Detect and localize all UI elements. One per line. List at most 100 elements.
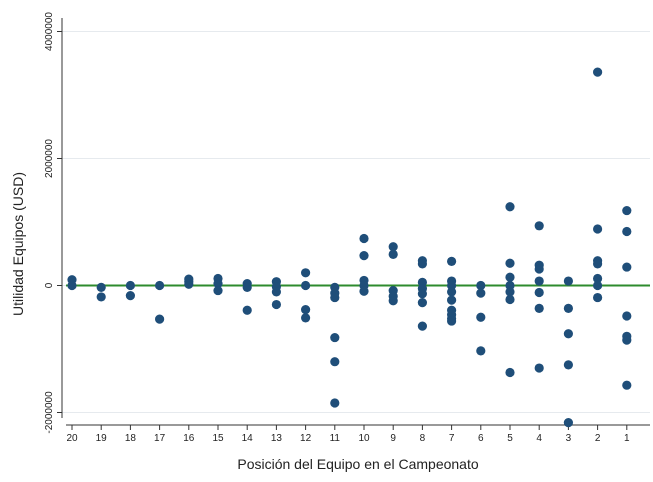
data-point xyxy=(155,314,165,324)
y-axis-title: Utilidad Equipos (USD) xyxy=(10,172,26,316)
data-point xyxy=(622,226,632,237)
data-point xyxy=(67,280,77,291)
x-tick-label: 4 xyxy=(536,433,542,444)
data-point xyxy=(505,287,515,297)
data-point xyxy=(330,398,340,408)
data-point xyxy=(447,280,457,291)
data-point xyxy=(534,276,544,286)
x-tick-label: 16 xyxy=(183,433,195,444)
x-tick-label: 7 xyxy=(449,433,455,444)
data-point xyxy=(271,299,281,310)
x-axis-title: Posición del Equipo en el Campeonato xyxy=(237,456,478,472)
x-tick-label: 11 xyxy=(330,433,341,444)
y-tick-label: 2000000 xyxy=(44,139,55,178)
x-tick-label: 15 xyxy=(212,433,224,444)
data-point xyxy=(593,292,603,303)
data-point xyxy=(330,357,340,367)
data-point xyxy=(622,262,632,272)
x-tick-label: 13 xyxy=(271,433,283,444)
data-point xyxy=(534,264,544,274)
data-point xyxy=(476,288,486,298)
data-point xyxy=(563,360,574,370)
x-tick-label: 8 xyxy=(420,433,426,444)
x-tick-label: 19 xyxy=(96,433,108,444)
data-point xyxy=(388,242,398,252)
x-tick-label: 6 xyxy=(478,433,484,444)
data-point xyxy=(242,305,252,315)
data-point xyxy=(593,259,603,269)
data-point xyxy=(330,292,340,303)
data-point xyxy=(125,291,135,301)
data-point xyxy=(447,295,457,305)
x-tick-label: 3 xyxy=(566,433,572,444)
data-points xyxy=(67,67,632,428)
data-point xyxy=(534,363,544,373)
data-point xyxy=(476,346,486,356)
data-point xyxy=(359,251,369,261)
data-point xyxy=(505,367,515,378)
data-point xyxy=(242,282,252,293)
data-point xyxy=(447,316,457,326)
data-point xyxy=(505,202,515,212)
y-tick-label: 4000000 xyxy=(44,12,55,51)
data-point xyxy=(125,280,135,291)
data-point xyxy=(330,332,340,343)
data-point xyxy=(388,249,398,259)
data-point xyxy=(622,205,632,216)
data-point xyxy=(534,303,544,313)
x-tick-label: 9 xyxy=(390,433,396,444)
x-tick-label: 12 xyxy=(300,433,312,444)
y-tick-label: -2000000 xyxy=(44,391,55,434)
x-tick-label: 2 xyxy=(595,433,601,444)
data-point xyxy=(271,287,281,297)
data-point xyxy=(505,272,515,282)
data-point xyxy=(213,285,223,296)
data-point xyxy=(388,296,398,306)
data-point xyxy=(155,280,165,291)
data-point xyxy=(622,380,632,390)
data-point xyxy=(563,303,574,313)
data-point xyxy=(505,280,515,291)
data-point xyxy=(301,305,311,315)
data-point xyxy=(184,279,194,289)
data-point xyxy=(593,280,603,291)
x-tick-label: 1 xyxy=(624,433,630,444)
x-tick-label: 17 xyxy=(154,433,166,444)
data-point xyxy=(417,321,427,331)
data-point xyxy=(359,286,369,296)
x-tick-label: 18 xyxy=(125,433,137,444)
x-tick-label: 5 xyxy=(507,433,513,444)
data-point xyxy=(622,335,632,345)
data-point xyxy=(593,224,603,234)
x-tick-label: 20 xyxy=(66,433,78,444)
data-point xyxy=(417,259,427,269)
data-point xyxy=(563,329,574,339)
data-point xyxy=(534,221,544,231)
data-point xyxy=(622,311,632,321)
x-tick-label: 10 xyxy=(358,433,370,444)
data-point xyxy=(505,294,515,305)
data-point xyxy=(476,312,486,322)
data-point xyxy=(563,418,574,428)
data-point xyxy=(534,287,544,298)
data-point xyxy=(359,233,369,244)
data-point xyxy=(505,258,515,268)
data-point xyxy=(96,282,106,293)
x-tick-label: 14 xyxy=(242,433,254,444)
data-point xyxy=(301,268,311,278)
data-point xyxy=(96,292,106,302)
data-point xyxy=(417,277,427,287)
y-tick-label: 0 xyxy=(44,282,55,288)
data-point xyxy=(417,289,427,299)
data-point xyxy=(563,276,574,286)
data-point xyxy=(213,278,223,289)
data-point xyxy=(447,287,457,297)
data-point xyxy=(417,298,427,308)
data-point xyxy=(476,280,486,291)
data-point xyxy=(447,256,457,266)
data-point xyxy=(593,67,603,77)
data-point xyxy=(593,273,603,284)
